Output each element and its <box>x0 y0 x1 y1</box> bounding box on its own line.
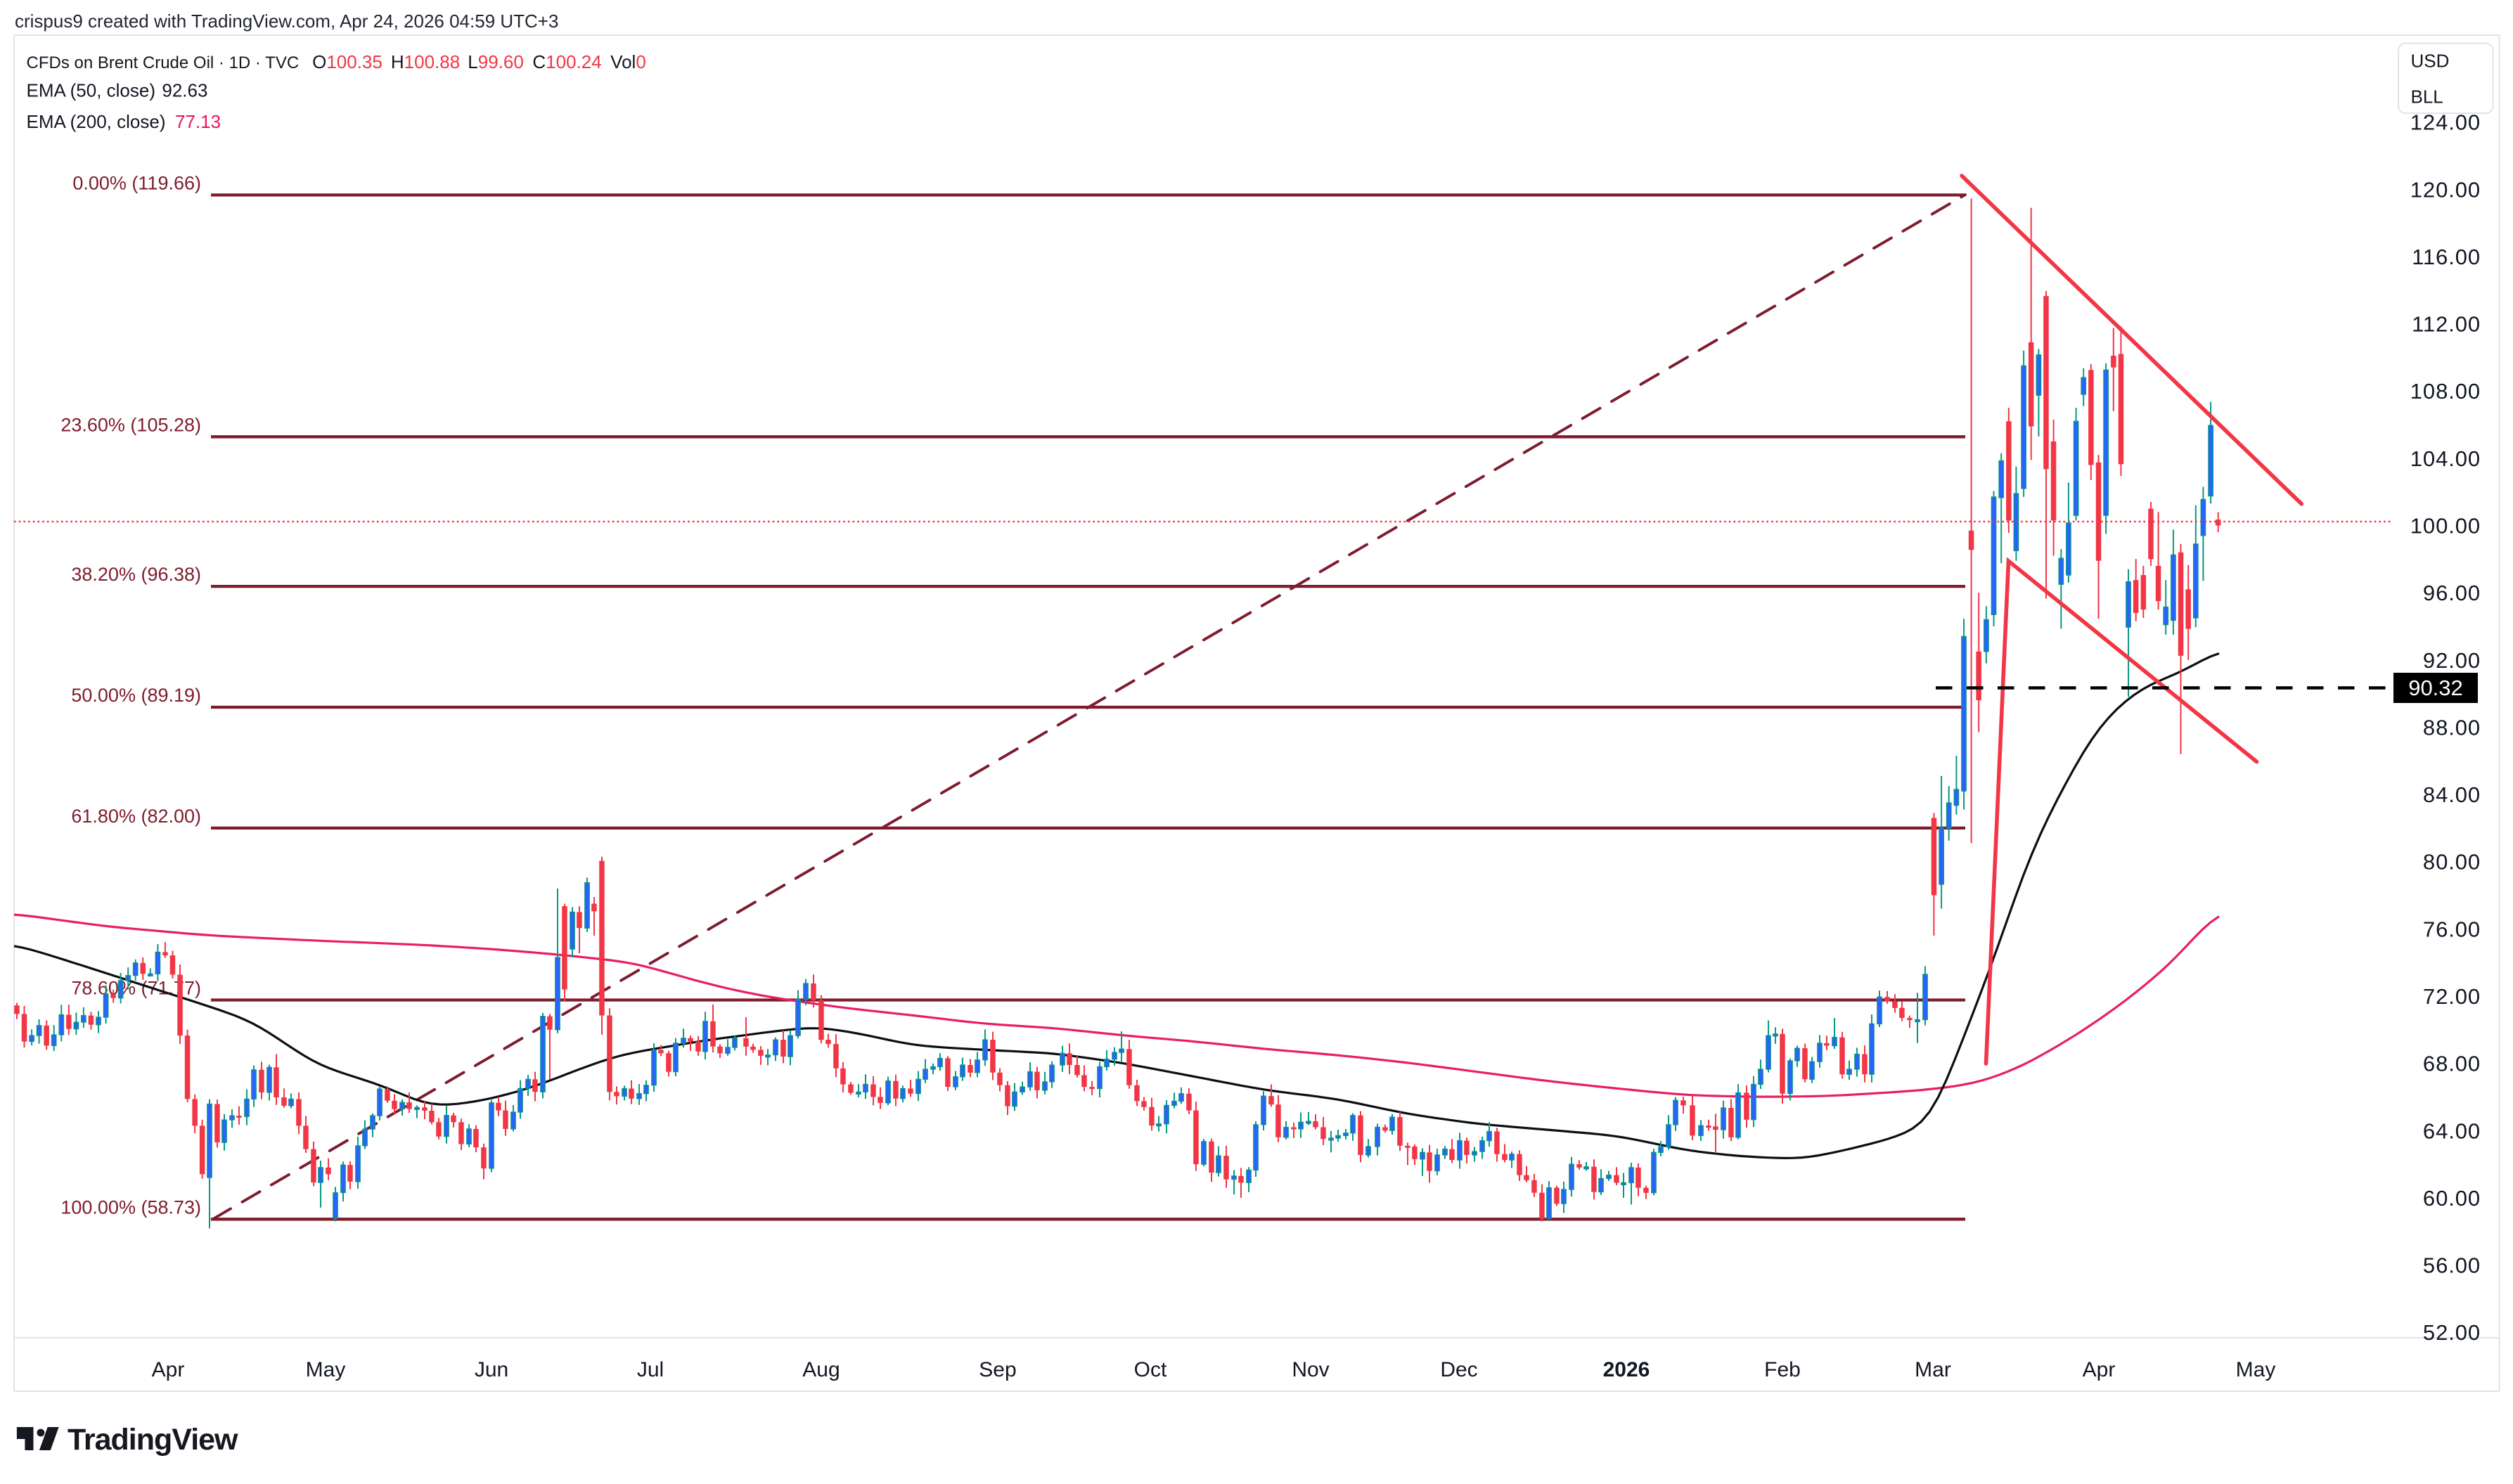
svg-text:crispus9 created with TradingV: crispus9 created with TradingView.com, A… <box>15 11 558 32</box>
svg-text:Apr: Apr <box>152 1358 185 1381</box>
svg-text:May: May <box>306 1358 346 1381</box>
svg-text:2026: 2026 <box>1603 1358 1650 1381</box>
svg-text:72.00: 72.00 <box>2423 984 2481 1009</box>
svg-text:52.00: 52.00 <box>2423 1320 2481 1345</box>
svg-text:68.00: 68.00 <box>2423 1052 2481 1076</box>
svg-text:100.00% (58.73): 100.00% (58.73) <box>60 1196 201 1218</box>
svg-text:23.60% (105.28): 23.60% (105.28) <box>60 414 201 435</box>
svg-text:50.00% (89.19): 50.00% (89.19) <box>71 685 201 706</box>
svg-text:C100.24: C100.24 <box>532 51 601 72</box>
svg-text:EMA (50, close)92.63: EMA (50, close) 92.63 <box>27 80 208 101</box>
svg-text:100.00: 100.00 <box>2410 514 2481 538</box>
svg-text:Sep: Sep <box>979 1358 1016 1381</box>
svg-text:84.00: 84.00 <box>2423 782 2481 807</box>
svg-text:O100.35: O100.35 <box>312 51 383 72</box>
svg-text:Dec: Dec <box>1440 1358 1477 1381</box>
svg-text:104.00: 104.00 <box>2410 446 2481 471</box>
svg-text:H100.88: H100.88 <box>391 51 460 72</box>
svg-text:116.00: 116.00 <box>2412 245 2481 269</box>
svg-text:88.00: 88.00 <box>2423 715 2481 740</box>
svg-text:Jun: Jun <box>475 1358 508 1381</box>
svg-text:96.00: 96.00 <box>2423 581 2481 605</box>
svg-text:USD: USD <box>2411 51 2450 72</box>
svg-text:0.00% (119.66): 0.00% (119.66) <box>72 172 201 193</box>
svg-text:92.00: 92.00 <box>2423 648 2481 673</box>
svg-text:61.80% (82.00): 61.80% (82.00) <box>71 806 201 827</box>
svg-text:May: May <box>2236 1358 2276 1381</box>
svg-text:38.20% (96.38): 38.20% (96.38) <box>71 564 201 585</box>
svg-text:124.00: 124.00 <box>2410 110 2481 135</box>
svg-text:Mar: Mar <box>1915 1358 1951 1381</box>
svg-text:TradingView: TradingView <box>68 1423 238 1457</box>
svg-text:112.00: 112.00 <box>2412 312 2481 337</box>
svg-text:56.00: 56.00 <box>2423 1253 2481 1278</box>
svg-text:Apr: Apr <box>2083 1358 2116 1381</box>
svg-text:76.00: 76.00 <box>2423 917 2481 941</box>
svg-text:Jul: Jul <box>637 1358 664 1381</box>
svg-text:CFDs on Brent Crude Oil · 1D ·: CFDs on Brent Crude Oil · 1D · TVC <box>27 53 300 72</box>
svg-text:BLL: BLL <box>2411 86 2443 108</box>
svg-text:L99.60: L99.60 <box>468 51 524 72</box>
svg-text:Feb: Feb <box>1764 1358 1801 1381</box>
svg-text:Aug: Aug <box>802 1358 840 1381</box>
svg-text:Vol0: Vol0 <box>610 51 646 72</box>
svg-text:Nov: Nov <box>1292 1358 1329 1381</box>
svg-text:80.00: 80.00 <box>2423 850 2481 875</box>
svg-text:Oct: Oct <box>1134 1358 1167 1381</box>
svg-text:EMA (200, close)77.13: EMA (200, close) 77.13 <box>27 111 221 132</box>
svg-text:108.00: 108.00 <box>2410 379 2481 404</box>
svg-text:120.00: 120.00 <box>2410 177 2481 202</box>
svg-text:64.00: 64.00 <box>2423 1118 2481 1143</box>
svg-text:90.32: 90.32 <box>2408 676 2463 700</box>
svg-text:60.00: 60.00 <box>2423 1186 2481 1211</box>
